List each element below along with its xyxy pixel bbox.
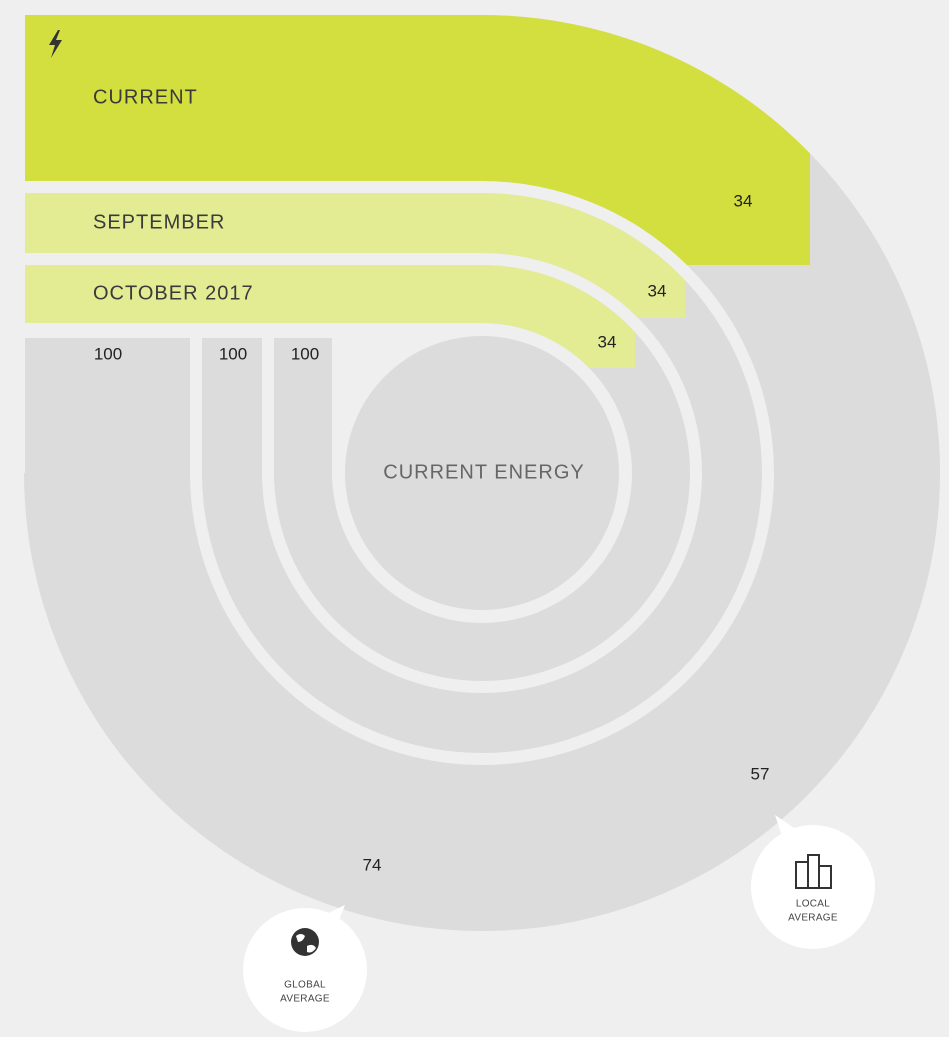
tracks	[24, 15, 940, 931]
center-label: CURRENT ENERGY	[383, 461, 584, 483]
bubble-tail	[775, 815, 800, 845]
band-baseline: 100	[291, 344, 319, 363]
band-label: SEPTEMBER	[93, 211, 225, 233]
band	[25, 265, 635, 368]
band-value: 34	[598, 332, 617, 351]
global-bubble	[243, 908, 367, 1032]
band-label: CURRENT	[93, 86, 198, 108]
band	[25, 193, 685, 318]
band-baseline: 100	[219, 344, 247, 363]
band	[25, 15, 810, 265]
global-value: 74	[363, 855, 382, 874]
center-circle	[345, 336, 619, 610]
band-label: OCTOBER 2017	[93, 282, 254, 304]
bolt-icon	[49, 30, 62, 58]
global-label: AVERAGE	[280, 994, 330, 1005]
global-label: GLOBAL	[284, 980, 326, 991]
local-value: 57	[751, 764, 770, 783]
band-baseline: 100	[94, 344, 122, 363]
band-value: 34	[734, 191, 753, 210]
globe-icon	[291, 928, 319, 956]
local-label: LOCAL	[796, 899, 830, 910]
local-label: AVERAGE	[788, 913, 838, 924]
buildings-icon	[795, 854, 832, 889]
band-value: 34	[648, 281, 667, 300]
